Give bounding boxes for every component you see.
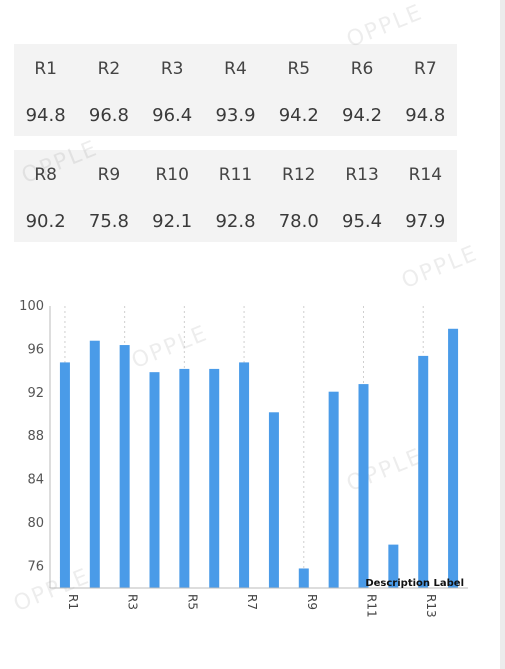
y-tick-label: 92 xyxy=(27,386,44,401)
table-header-cell: R9 xyxy=(97,165,121,185)
bar-chart: 100 76 80 84 88 92 96 R1 R3 R5 R7 R9 R11 R13 Descripti… xyxy=(19,299,468,618)
bar xyxy=(388,544,399,588)
table-value-cell: 75.8 xyxy=(88,210,129,232)
x-tick-label: R9 xyxy=(305,594,319,610)
table-header-cell: R12 xyxy=(282,165,316,185)
table-header-cell: R10 xyxy=(155,165,189,185)
bar xyxy=(179,368,190,588)
table-header-cell: R8 xyxy=(34,165,57,185)
table-value-cell: 93.9 xyxy=(215,104,256,126)
table-value-cell: 92.8 xyxy=(215,210,256,232)
bar xyxy=(119,345,130,588)
table-header-cell: R2 xyxy=(97,59,121,79)
data-table-1: R1 R2 R3 R4 R5 R6 R7 94.8 96.8 96.4 93.9 94.2 94.2 94… xyxy=(14,44,457,136)
table-value-cell: 94.2 xyxy=(342,104,383,126)
table-header-cell: R6 xyxy=(350,59,374,79)
table-header-cell: R4 xyxy=(224,59,247,79)
table-value-cell: 92.1 xyxy=(152,210,193,232)
table-value-cell: 96.4 xyxy=(152,104,193,126)
x-tick-label: R5 xyxy=(185,594,199,610)
bar xyxy=(149,372,160,588)
bar xyxy=(448,328,459,588)
table-value-cell: 96.8 xyxy=(88,104,129,126)
table-value-cell: 78.0 xyxy=(278,210,319,232)
table-header-cell: R3 xyxy=(160,59,184,79)
table-header-cell: R1 xyxy=(34,59,57,79)
table-header-cell: R5 xyxy=(287,59,311,79)
y-tick-label: 100 xyxy=(19,299,44,314)
bar xyxy=(358,384,369,588)
table-header-cell: R13 xyxy=(345,165,379,185)
y-tick-label: 88 xyxy=(27,429,44,444)
bar xyxy=(59,362,70,588)
data-table-2: R8 R9 R10 R11 R12 R13 R14 90.2 75.8 92.1 92.8 78.0 9… xyxy=(14,150,457,242)
description-label: Description Label xyxy=(365,578,464,589)
y-tick-label: 96 xyxy=(27,342,44,357)
y-tick-label: 80 xyxy=(27,516,44,531)
x-tick-label: R13 xyxy=(424,594,438,618)
bar xyxy=(239,362,250,588)
table-header-cell: R7 xyxy=(414,59,437,79)
x-tick-label: R1 xyxy=(66,594,80,610)
table-value-cell: 94.8 xyxy=(405,104,446,126)
table-header-cell: R11 xyxy=(218,165,253,185)
bar xyxy=(298,568,309,588)
y-tick-label: 84 xyxy=(27,473,44,488)
table-value-cell: 97.9 xyxy=(405,210,446,232)
table-value-cell: 95.4 xyxy=(342,210,383,232)
bar xyxy=(328,391,339,588)
right-edge xyxy=(500,0,505,669)
table-value-cell: 94.2 xyxy=(278,104,319,126)
table-value-cell: 94.8 xyxy=(25,104,66,126)
bar xyxy=(89,340,100,588)
x-tick-label: R3 xyxy=(126,594,140,610)
table-header-cell: R14 xyxy=(408,165,443,185)
bar xyxy=(268,412,279,588)
x-tick-label: R7 xyxy=(245,594,259,610)
table-value-cell: 90.2 xyxy=(25,210,66,232)
bar xyxy=(209,368,220,588)
y-tick-label: 76 xyxy=(27,559,44,574)
x-tick-label: R11 xyxy=(365,594,379,618)
bar xyxy=(418,355,429,588)
